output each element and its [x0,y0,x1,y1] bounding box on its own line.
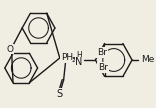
Text: Me: Me [141,56,154,64]
Text: Br: Br [98,63,108,72]
Text: Br: Br [97,48,107,57]
Text: O: O [6,44,13,53]
Text: S: S [57,89,63,99]
Text: 2: 2 [71,57,76,63]
Text: N: N [75,57,83,67]
Text: PH: PH [61,53,73,63]
Text: H: H [76,52,82,60]
